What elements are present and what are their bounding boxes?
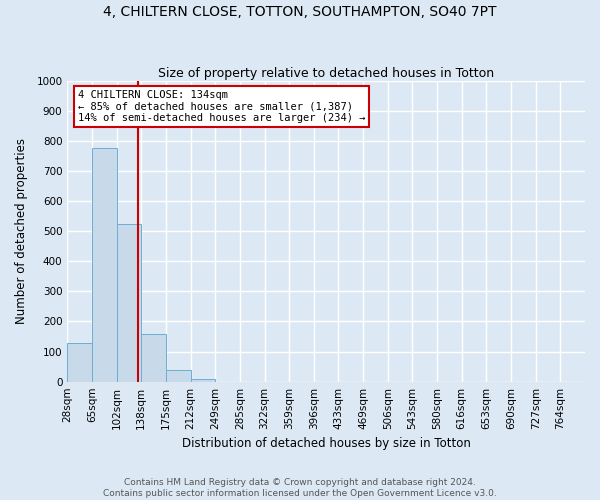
Bar	[92, 148, 116, 382]
Title: Size of property relative to detached houses in Totton: Size of property relative to detached ho…	[158, 66, 494, 80]
Bar	[141, 334, 166, 382]
Text: 4, CHILTERN CLOSE, TOTTON, SOUTHAMPTON, SO40 7PT: 4, CHILTERN CLOSE, TOTTON, SOUTHAMPTON, …	[103, 5, 497, 19]
Y-axis label: Number of detached properties: Number of detached properties	[15, 138, 28, 324]
X-axis label: Distribution of detached houses by size in Totton: Distribution of detached houses by size …	[182, 437, 470, 450]
Bar	[67, 342, 92, 382]
Text: 4 CHILTERN CLOSE: 134sqm
← 85% of detached houses are smaller (1,387)
14% of sem: 4 CHILTERN CLOSE: 134sqm ← 85% of detach…	[77, 90, 365, 123]
Bar	[166, 370, 191, 382]
Bar	[191, 378, 215, 382]
Bar	[116, 224, 141, 382]
Text: Contains HM Land Registry data © Crown copyright and database right 2024.
Contai: Contains HM Land Registry data © Crown c…	[103, 478, 497, 498]
